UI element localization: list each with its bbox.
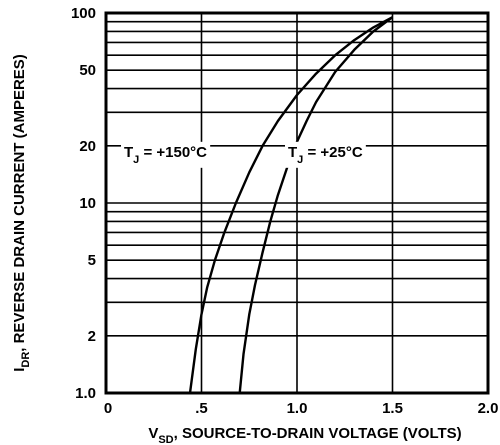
- y-tick-label: 1.0: [75, 385, 96, 402]
- series-label-25c-subscript: J: [297, 154, 303, 166]
- series-label-background: [121, 141, 211, 168]
- series-label-25c-prefix: T: [288, 144, 297, 161]
- series-label-25c: TJ = +25°C: [288, 144, 363, 166]
- series-label-background: [285, 141, 366, 168]
- x-axis-label-prefix: V: [148, 425, 158, 442]
- series-label-25c-text: = +25°C: [303, 144, 363, 161]
- y-tick-label: 20: [79, 138, 96, 155]
- tick-labels: 0 .5 1.0 1.5 2.0 1.0 2 5 10 20 50 100: [71, 5, 498, 417]
- grid: [105, 12, 489, 394]
- x-tick-label: .5: [195, 400, 208, 417]
- y-tick-label: 100: [71, 5, 96, 22]
- y-axis-label-prefix: I: [11, 368, 28, 372]
- series-label-150c-subscript: J: [133, 154, 139, 166]
- series-label-150c-text: = +150°C: [139, 144, 207, 161]
- x-axis-label: VSD, SOURCE-TO-DRAIN VOLTAGE (VOLTS): [148, 425, 461, 445]
- x-axis-label-text: , SOURCE-TO-DRAIN VOLTAGE (VOLTS): [174, 425, 462, 442]
- y-tick-label: 50: [79, 62, 96, 79]
- x-tick-label: 2.0: [478, 400, 499, 417]
- series-label-150c: TJ = +150°C: [124, 144, 207, 166]
- x-tick-label: 1.0: [287, 400, 308, 417]
- y-axis-label: IDR, REVERSE DRAIN CURRENT (AMPERES): [11, 54, 32, 372]
- y-tick-label: 10: [79, 195, 96, 212]
- plot-frame: [104, 11, 490, 395]
- y-axis-label-text: , REVERSE DRAIN CURRENT (AMPERES): [11, 54, 28, 352]
- x-axis-label-subscript: SD: [158, 434, 173, 445]
- series-label-150c-prefix: T: [124, 144, 133, 161]
- x-tick-label: 0: [104, 400, 112, 417]
- x-tick-label: 1.5: [382, 400, 403, 417]
- curves: [188, 16, 394, 394]
- y-tick-label: 2: [88, 328, 96, 345]
- series-line-150c: [188, 16, 394, 394]
- y-axis-label-subscript: DR: [20, 352, 32, 368]
- y-tick-label: 5: [88, 252, 96, 269]
